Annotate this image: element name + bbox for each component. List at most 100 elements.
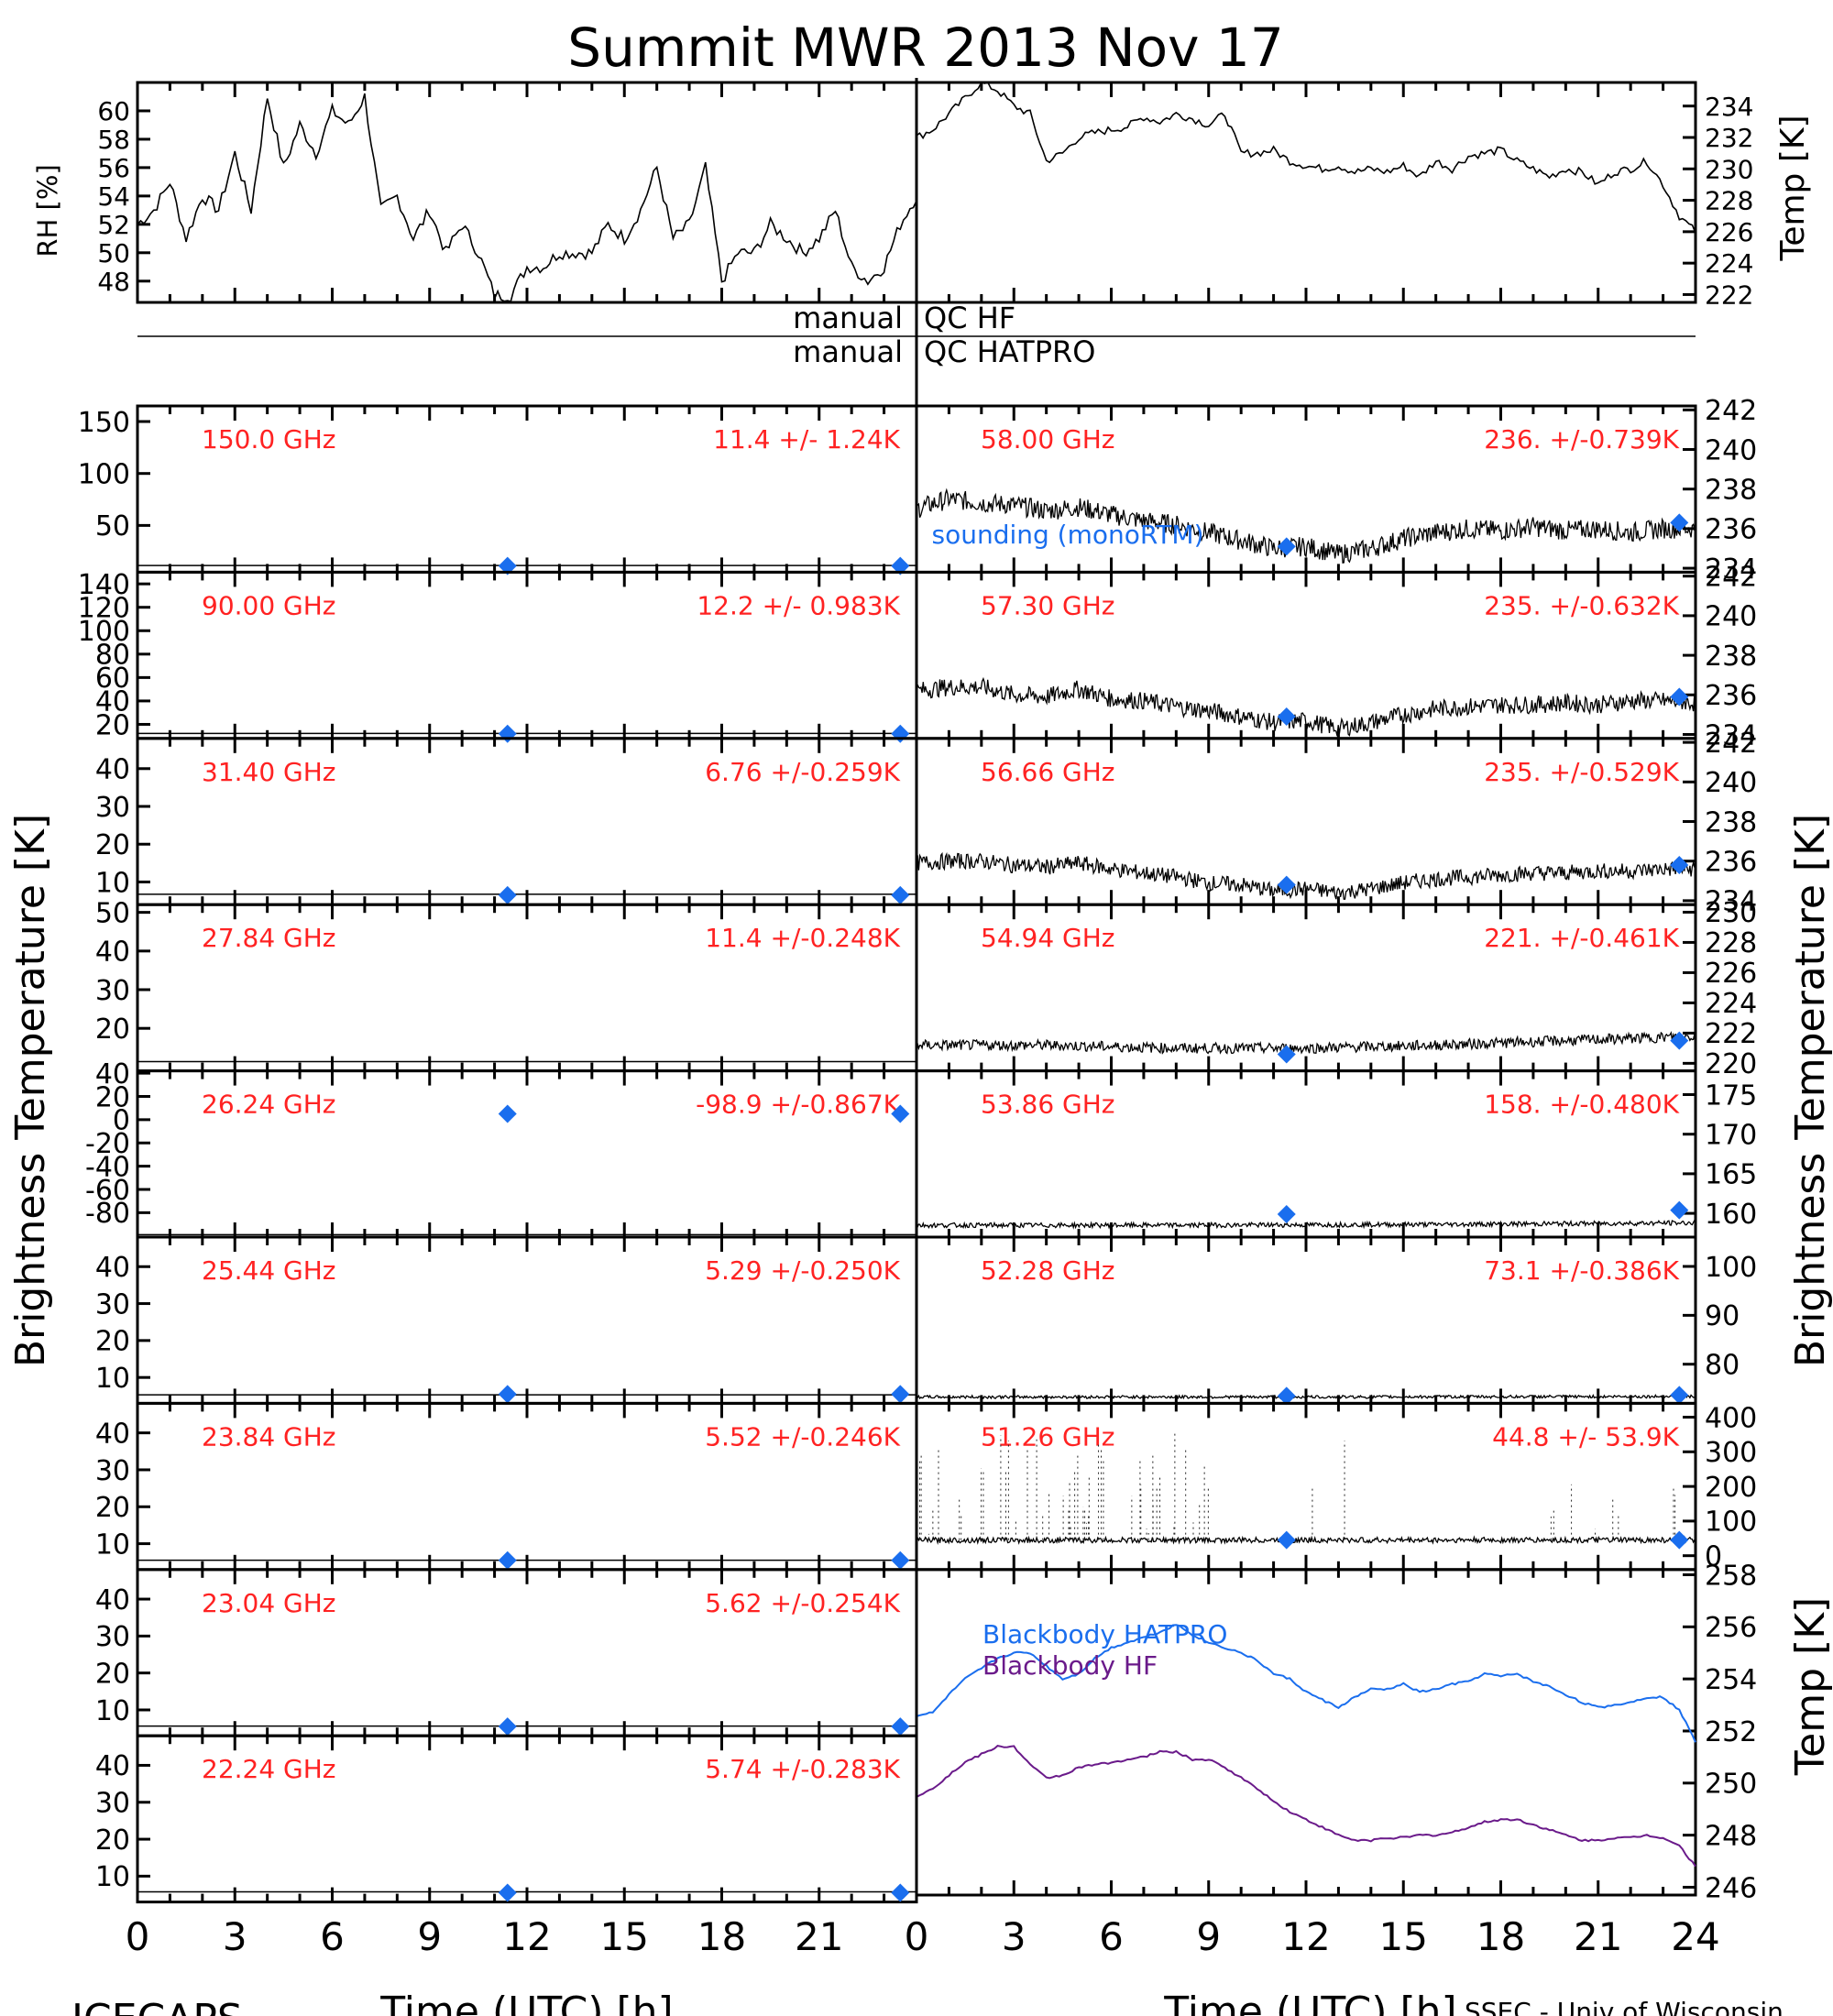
- sounding-marker: [1277, 537, 1296, 556]
- channel-trace: [916, 1030, 1696, 1055]
- qc-strip: manual QC HF manual QC HATPRO: [137, 301, 1696, 369]
- rh-y-tick-label: 60: [97, 96, 130, 126]
- sounding-marker: [1277, 707, 1296, 727]
- panel-y-tick-label: 10: [95, 1363, 130, 1395]
- sounding-marker: [1670, 1200, 1689, 1220]
- panel-y-tick-label: -20: [85, 1128, 130, 1160]
- rh-y-tick-label: 50: [97, 238, 130, 268]
- panel-x-ticks: [136, 738, 918, 905]
- footer-ssec: SSEC - Univ of Wisconsin: [1465, 1997, 1784, 2016]
- panel-x-ticks: [915, 406, 1697, 573]
- frequency-label: 90.00 GHz: [202, 590, 336, 620]
- panel-y-tick-label: -40: [85, 1151, 130, 1183]
- sounding-marker: [498, 885, 517, 904]
- temp-top-y-tick-label: 222: [1705, 280, 1753, 311]
- rh-series-line: [137, 93, 917, 302]
- x-tick-label-right: 9: [1196, 1914, 1221, 1959]
- x-tick-label-right: 24: [1671, 1914, 1719, 1959]
- frequency-label: 58.00 GHz: [981, 424, 1115, 455]
- x-axis-label-left: Time (UTC) [h]: [379, 1989, 673, 2016]
- sounding-marker: [498, 556, 517, 575]
- panel-y-tick-label: 234: [1705, 553, 1757, 586]
- panel-y-tick-label: 50: [95, 510, 130, 542]
- panel-y-tick-label: 200: [1705, 1472, 1757, 1504]
- rh-y-tick-label: 58: [97, 125, 130, 155]
- frequency-label: 51.26 GHz: [981, 1421, 1115, 1452]
- panel-y-tick-label: 240: [1705, 601, 1757, 633]
- qc-label-manual-hf: manual: [793, 301, 903, 335]
- temp-bottom-axis-label: Temp [K]: [1787, 1597, 1833, 1776]
- chart-title: Summit MWR 2013 Nov 17: [567, 16, 1283, 79]
- x-tick-label-right: 18: [1476, 1914, 1525, 1959]
- panel-ch-56-66: 234 236 238 240 242 56.66 GHz 235. +/-0.529K: [915, 728, 1757, 918]
- x-tick-label-left: 9: [417, 1914, 442, 1959]
- panel-y-tick-label: 175: [1705, 1079, 1757, 1112]
- panel-y-tick-label: 230: [1705, 897, 1757, 929]
- sounding-marker: [1670, 1530, 1689, 1550]
- sounding-marker: [498, 1550, 517, 1570]
- x-axis-label-right: Time (UTC) [h]: [1163, 1989, 1456, 2016]
- sounding-marker: [1670, 1386, 1689, 1405]
- panel-y-tick-label: 242: [1705, 395, 1757, 427]
- blackbody-hf-line: [916, 1745, 1696, 1868]
- panel-y-tick-label: 400: [1705, 1402, 1757, 1434]
- panel-y-tick-label: 100: [1705, 1507, 1757, 1539]
- panel-y-tick-label: 234: [1705, 886, 1757, 918]
- spike-group: [918, 1430, 1676, 1540]
- qc-label-hf: QC HF: [924, 301, 1015, 335]
- x-tick-label-right: 12: [1281, 1914, 1330, 1959]
- panel-y-tick-label: 30: [95, 1288, 130, 1320]
- stats-label: 235. +/-0.632K: [1484, 590, 1679, 620]
- blackbody-plot: 246 248 250 252 254 256 258 Blackbody HATPROBla…: [915, 1560, 1757, 1904]
- blackbody-y-tick-label: 252: [1705, 1716, 1757, 1748]
- panel-y-tick-label: 150: [78, 407, 130, 439]
- panel-y-tick-label: 80: [1705, 1350, 1740, 1382]
- stats-label: 235. +/-0.529K: [1484, 757, 1679, 787]
- rh-axis-label: RH [%]: [32, 164, 63, 257]
- panel-y-tick-label: 20: [95, 1492, 130, 1524]
- sounding-marker: [891, 1550, 910, 1570]
- panel-y-tick-label: 40: [95, 1252, 130, 1284]
- panel-y-tick-label: 234: [1705, 719, 1757, 751]
- x-tick-label-right: 15: [1379, 1914, 1428, 1959]
- frequency-label: 23.04 GHz: [202, 1588, 336, 1618]
- frequency-label: 26.24 GHz: [202, 1090, 336, 1120]
- panel-y-tick-label: 10: [95, 1861, 130, 1893]
- channel-trace: [916, 1219, 1696, 1230]
- sounding-marker: [891, 556, 910, 575]
- sounding-marker: [891, 1385, 910, 1404]
- panel-y-tick-label: 100: [1705, 1252, 1757, 1284]
- panel-y-tick-label: 222: [1705, 1018, 1757, 1050]
- sounding-marker: [1277, 1386, 1296, 1406]
- stats-label: 6.76 +/-0.259K: [705, 757, 900, 787]
- channel-trace: [916, 1535, 1696, 1545]
- right-channel-panels: 234 236 238 240 242 58.00 GHz 236. +/-0.739K so…: [915, 395, 1757, 1572]
- panel-y-tick-label: 30: [95, 1455, 130, 1487]
- sounding-marker: [891, 1717, 910, 1737]
- panel-y-tick-label: 0: [1705, 1540, 1722, 1572]
- stats-label: 5.74 +/-0.283K: [705, 1754, 900, 1784]
- sounding-marker: [1670, 513, 1689, 532]
- panel-y-tick-label: 238: [1705, 641, 1757, 673]
- panel-y-tick-label: 242: [1705, 728, 1757, 760]
- legend-blackbody-hf: Blackbody HF: [982, 1650, 1158, 1681]
- panel-y-tick-label: 238: [1705, 806, 1757, 838]
- frequency-label: 57.30 GHz: [981, 590, 1115, 620]
- panel-y-tick-label: 40: [95, 1584, 130, 1616]
- stats-label: -98.9 +/-0.867K: [696, 1090, 901, 1120]
- stats-label: 44.8 +/- 53.9K: [1492, 1421, 1679, 1452]
- panel-y-tick-label: 20: [95, 829, 130, 861]
- qc-label-hatpro: QC HATPRO: [924, 334, 1095, 369]
- sounding-marker: [891, 1104, 910, 1123]
- frequency-label: 56.66 GHz: [981, 757, 1115, 787]
- panel-y-tick-label: 236: [1705, 846, 1757, 878]
- channel-trace: [916, 488, 1696, 564]
- frequency-label: 31.40 GHz: [202, 757, 336, 787]
- temp-top-y-tick-label: 228: [1705, 186, 1753, 216]
- x-tick-label-left: 15: [600, 1914, 649, 1959]
- x-tick-label-right: 21: [1574, 1914, 1622, 1959]
- panel-y-tick-label: 20: [95, 1326, 130, 1358]
- temp-top-axis-label: Temp [K]: [1774, 115, 1812, 261]
